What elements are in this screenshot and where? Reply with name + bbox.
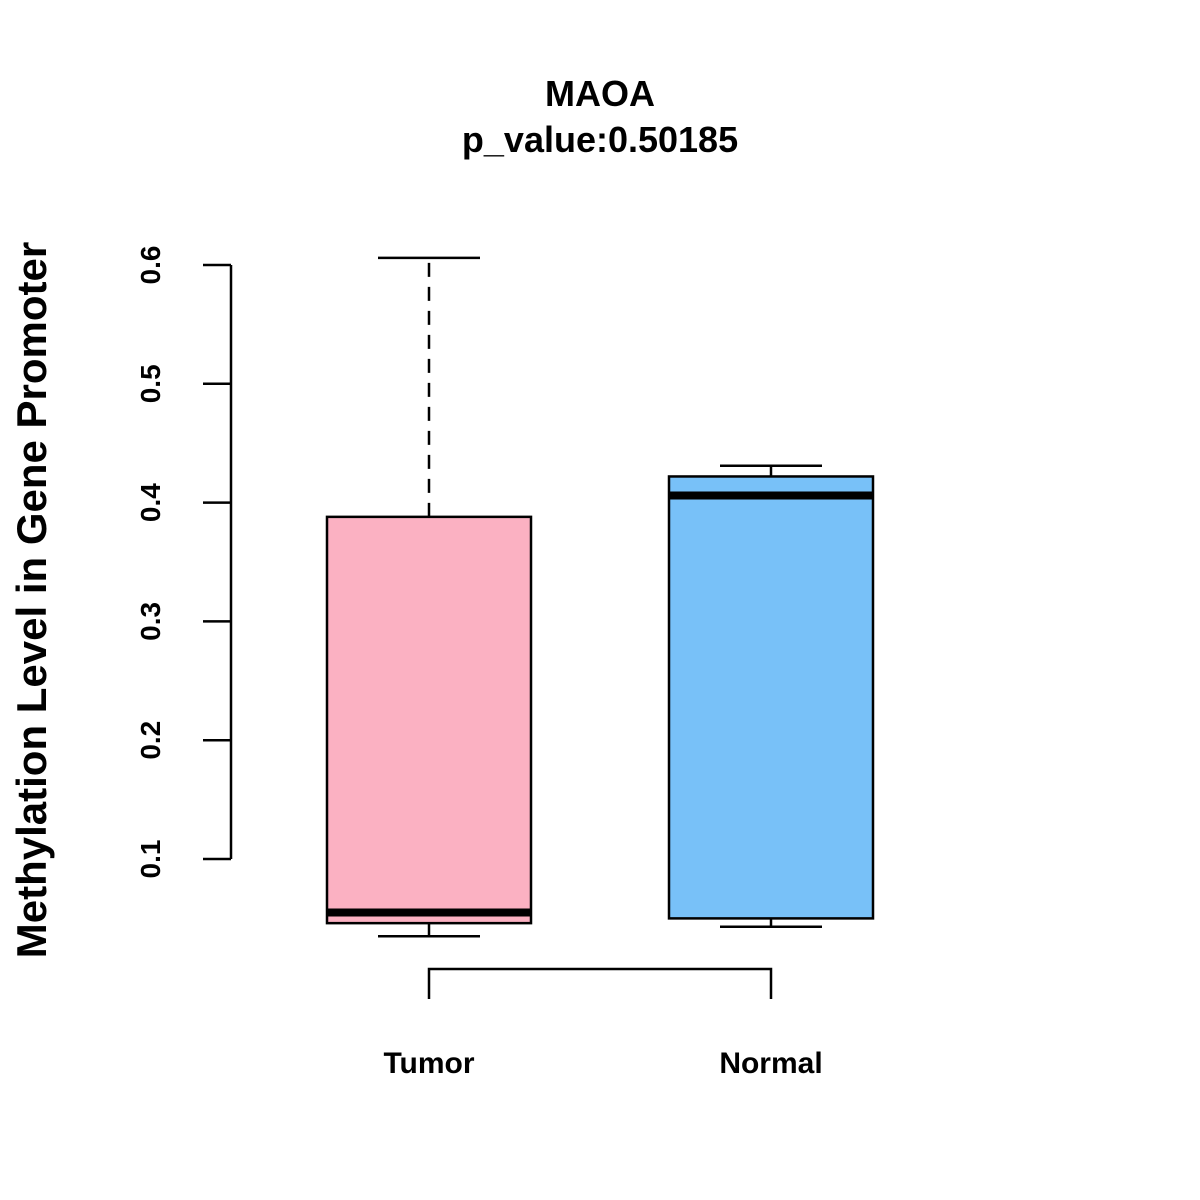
x-label-tumor: Tumor — [383, 1047, 474, 1080]
y-tick-label: 0.4 — [135, 483, 166, 522]
y-tick-label: 0.3 — [135, 602, 166, 641]
y-tick-label: 0.2 — [135, 721, 166, 760]
y-tick-label: 0.1 — [135, 840, 166, 879]
chart-title: MAOA — [545, 73, 655, 114]
box-group — [325, 256, 875, 938]
box-body — [667, 475, 875, 920]
x-label-normal: Normal — [719, 1047, 822, 1080]
chart-subtitle: p_value:0.50185 — [462, 119, 738, 160]
box-tumor — [325, 256, 533, 938]
x-axis-labels: Tumor Normal — [383, 1047, 822, 1080]
y-tick-label: 0.5 — [135, 364, 166, 403]
y-axis: 0.1 0.2 0.3 0.4 0.5 0.6 — [135, 246, 233, 879]
box-body — [325, 515, 533, 925]
y-axis-label: Methylation Level in Gene Promoter — [8, 242, 55, 958]
bracket-line — [427, 967, 773, 999]
box-normal — [667, 464, 875, 928]
y-tick-label: 0.6 — [135, 246, 166, 285]
group-bracket — [427, 967, 773, 999]
